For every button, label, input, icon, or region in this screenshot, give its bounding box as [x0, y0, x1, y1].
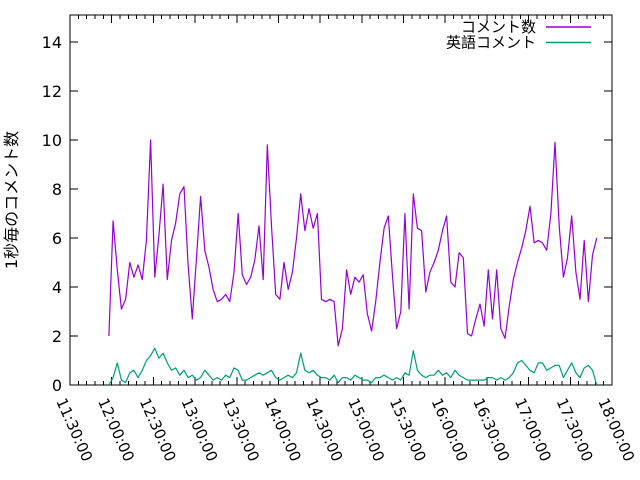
series-line-0 [108, 139, 598, 347]
y-tick-label: 6 [52, 229, 62, 248]
plot-border [69, 14, 613, 386]
series-line-1 [108, 347, 598, 386]
x-tick-label: 13:00:00 [177, 395, 221, 464]
y-tick-label: 14 [42, 33, 62, 52]
series-lines [108, 139, 598, 386]
y-tick-label: 4 [52, 278, 62, 297]
x-tick-label: 16:30:00 [469, 395, 513, 464]
x-tick-label: 18:00:00 [594, 395, 638, 464]
legend: コメント数 英語コメント [446, 18, 591, 52]
x-tick-label: 14:30:00 [302, 395, 346, 464]
x-tick-label: 11:30:00 [52, 395, 96, 464]
y-tick-label: 2 [52, 327, 62, 346]
y-tick-label: 0 [52, 376, 62, 395]
x-tick-label: 15:30:00 [386, 395, 430, 464]
x-tick-labels: 11:30:0012:00:0012:30:0013:00:0013:30:00… [52, 395, 638, 464]
x-tick-label: 14:00:00 [261, 395, 305, 464]
y-tick-label: 10 [42, 131, 62, 150]
y-tick-label: 8 [52, 180, 62, 199]
legend-label-english-comments: 英語コメント [446, 34, 536, 52]
x-tick-label: 15:00:00 [344, 395, 388, 464]
x-tick-label: 17:00:00 [511, 395, 555, 464]
x-tick-label: 12:30:00 [136, 395, 180, 464]
legend-label-comments: コメント数 [461, 18, 536, 36]
x-tick-label: 17:30:00 [553, 395, 597, 464]
x-tick-label: 12:00:00 [94, 395, 138, 464]
y-tick-labels: 0 2 4 6 8 10 12 14 [42, 33, 62, 395]
x-tick-label: 13:30:00 [219, 395, 263, 464]
y-axis-title: 1秒毎のコメント数 [2, 131, 21, 269]
x-tick-label: 16:00:00 [428, 395, 472, 464]
y-tick-label: 12 [42, 82, 62, 101]
axis-ticks [69, 15, 613, 386]
